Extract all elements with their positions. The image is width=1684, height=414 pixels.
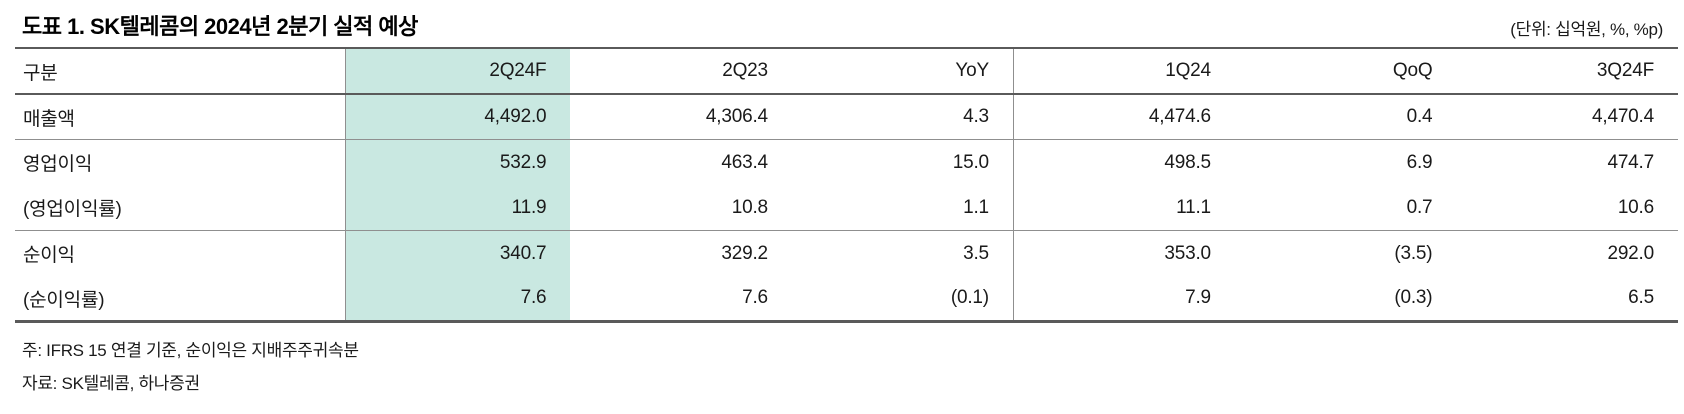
- table-cell: 4,306.4: [570, 94, 792, 140]
- column-header-yoy: YoY: [791, 48, 1014, 95]
- table-cell: 6.5: [1628, 287, 1654, 308]
- table-cell: 4,492.0: [345, 94, 571, 140]
- earnings-table: 구분 2Q24F 2Q23 YoY 1Q24 QoQ 3Q24F 매출액 4,492.0 4,3…: [15, 47, 1678, 323]
- figure-title: 도표 1. SK텔레콤의 2024년 2분기 실적 예상: [22, 14, 418, 39]
- row-label: (순이익률): [23, 289, 105, 311]
- table-header-row: 구분 2Q24F 2Q23 YoY 1Q24 QoQ 3Q24F: [15, 48, 1678, 95]
- table-cell: 10.6: [1456, 185, 1678, 231]
- table-body: 매출액 4,492.0 4,306.4 4.3 4,474.6 0.4 4,470.4 영업이…: [15, 94, 1678, 322]
- table-cell: 0.7: [1234, 185, 1457, 231]
- column-header-2q23: 2Q23: [570, 48, 792, 95]
- table-cell: (0.3): [1394, 287, 1433, 308]
- table-cell: 4.3: [791, 94, 1014, 140]
- column-header-3q24f: 3Q24F: [1456, 48, 1678, 95]
- table-cell: 329.2: [721, 242, 768, 264]
- table-cell: 3.5: [963, 242, 989, 264]
- table-cell: 1.1: [791, 185, 1014, 231]
- column-header-1q24: 1Q24: [1012, 48, 1235, 95]
- table-cell: 15.0: [952, 151, 989, 173]
- table-cell: 4,470.4: [1456, 94, 1678, 140]
- table-cell: 10.8: [570, 185, 792, 231]
- table-cell: 292.0: [1607, 242, 1654, 264]
- table-cell: 7.9: [1012, 276, 1235, 322]
- table-cell: (0.1): [950, 287, 989, 308]
- table-cell: 4,474.6: [1012, 94, 1235, 140]
- table-row: 영업이익 532.9 463.4 15.0 498.5 6.9 474.7: [15, 139, 1678, 185]
- table-cell: 532.9: [345, 139, 571, 185]
- table-row: 순이익 340.7 329.2 3.5 353.0 (3.5) 292.0: [15, 230, 1678, 276]
- table-cell: 463.4: [721, 151, 768, 173]
- table-row: (순이익률) 7.6 7.6 (0.1) 7.9 (0.3) 6.5: [15, 276, 1678, 322]
- table-cell: 11.9: [345, 185, 571, 231]
- table-cell: 353.0: [1012, 230, 1235, 276]
- table-cell: 7.6: [345, 276, 571, 322]
- column-header-2q24f: 2Q24F: [345, 48, 571, 95]
- table-cell: 7.6: [742, 287, 768, 308]
- row-label: 매출액: [15, 94, 346, 140]
- footnote: 주: IFRS 15 연결 기준, 순이익은 지배주주귀속분: [22, 341, 359, 360]
- table-cell: 498.5: [1012, 139, 1235, 185]
- table-notes: 주: IFRS 15 연결 기준, 순이익은 지배주주귀속분 자료: SK텔레콤…: [0, 323, 1684, 400]
- table-cell: (3.5): [1394, 242, 1433, 264]
- row-label: 영업이익: [23, 154, 93, 175]
- table-cell: 340.7: [345, 230, 571, 276]
- column-header-qoq: QoQ: [1234, 48, 1457, 95]
- unit-note: (단위: 십억원, %, %p): [1510, 20, 1663, 39]
- table-row: (영업이익률) 11.9 10.8 1.1 11.1 0.7 10.6: [15, 185, 1678, 231]
- row-label: (영업이익률): [15, 185, 346, 231]
- table-cell: 0.4: [1234, 94, 1457, 140]
- row-label: 순이익: [23, 245, 75, 266]
- table-cell: 6.9: [1406, 151, 1433, 173]
- column-header-구분: 구분: [15, 48, 346, 95]
- table-cell: 474.7: [1607, 151, 1654, 173]
- figure-titlebar: 도표 1. SK텔레콤의 2024년 2분기 실적 예상 (단위: 십억원, %…: [0, 0, 1684, 47]
- source-note: 자료: SK텔레콤, 하나증권: [22, 374, 200, 393]
- table-row: 매출액 4,492.0 4,306.4 4.3 4,474.6 0.4 4,470.4: [15, 94, 1678, 140]
- table-cell: 11.1: [1012, 185, 1235, 231]
